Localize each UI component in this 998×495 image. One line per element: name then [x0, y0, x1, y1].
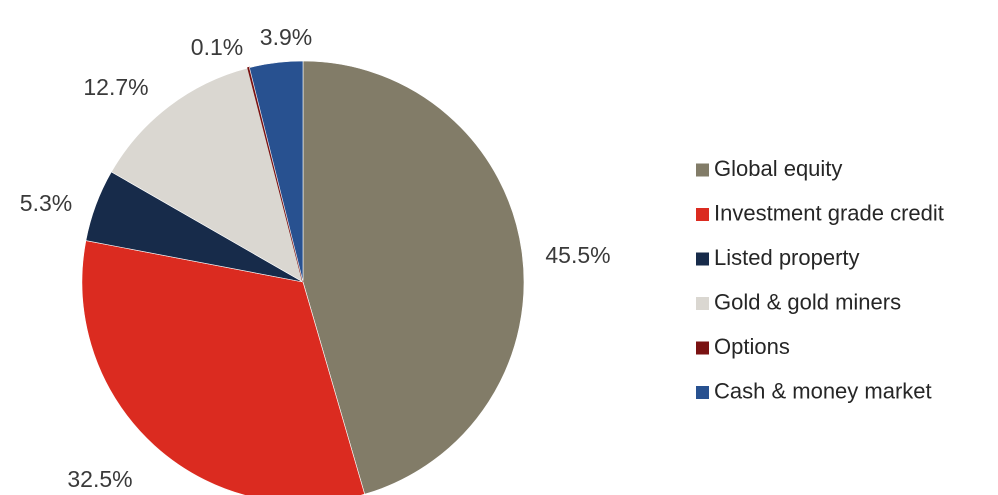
legend-label: Investment grade credit — [714, 200, 944, 225]
legend-swatch — [696, 386, 709, 399]
pie-slices — [81, 60, 525, 495]
legend-swatch — [696, 163, 709, 177]
legend-item-gold-and-gold-miners: Gold & gold miners — [696, 289, 901, 314]
pie-slice-gold-and-gold-miners — [110, 67, 304, 283]
data-label-investment-grade-credit: 32.5% — [67, 466, 132, 492]
legend-swatch — [696, 297, 709, 310]
legend-label: Cash & money market — [714, 378, 932, 403]
pie-slice-investment-grade-credit — [81, 240, 366, 495]
legend-label: Gold & gold miners — [714, 289, 901, 314]
legend: Global equity Investment grade credit List… — [696, 156, 944, 403]
legend-swatch — [696, 341, 709, 355]
legend-item-cash-and-money-market: Cash & money market — [696, 378, 932, 403]
legend-item-listed-property: Listed property — [696, 245, 860, 270]
pie-slice-global-equity — [302, 60, 525, 495]
data-label-global-equity: 45.5% — [545, 242, 610, 268]
pie-slice-cash-and-money-market — [249, 60, 304, 283]
legend-label: Options — [714, 334, 790, 359]
data-label-gold-and-gold-miners: 12.7% — [83, 74, 148, 100]
data-label-cash-and-money-market: 3.9% — [260, 24, 312, 50]
legend-item-global-equity: Global equity — [696, 156, 842, 181]
data-label-listed-property: 5.3% — [20, 190, 72, 216]
pie-data-labels: 45.5% 32.5% 5.3% 12.7% 0.1% 3.9% — [20, 24, 611, 492]
legend-swatch — [696, 208, 709, 221]
legend-label: Global equity — [714, 156, 842, 181]
data-label-options: 0.1% — [191, 34, 243, 60]
legend-swatch — [696, 252, 709, 266]
legend-item-options: Options — [696, 334, 790, 359]
legend-label: Listed property — [714, 245, 860, 270]
legend-item-investment-grade-credit: Investment grade credit — [696, 200, 944, 225]
